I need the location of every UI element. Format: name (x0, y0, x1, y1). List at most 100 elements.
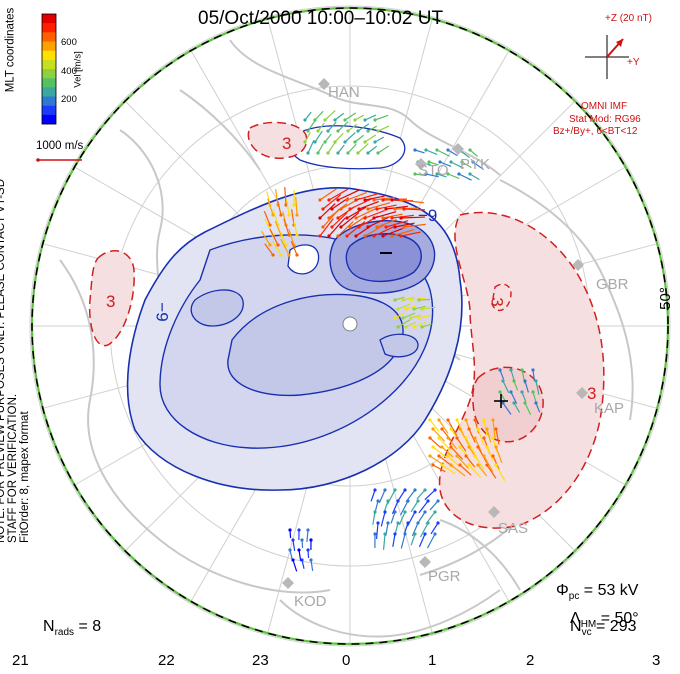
vector-origin (309, 538, 312, 541)
vector-origin (423, 488, 426, 491)
vector-origin (436, 521, 439, 524)
vector-origin (491, 454, 494, 457)
nrads-value: 8 (92, 618, 101, 635)
vector-origin (295, 213, 298, 216)
vector-origin (467, 445, 470, 448)
contour-value-label: −9 (152, 302, 172, 321)
model-condition: Bz+/By+, 6<BT<12 (553, 126, 638, 137)
vector-origin (464, 454, 467, 457)
vector-origin (383, 510, 386, 513)
imf-clock (585, 35, 629, 79)
vector-origin (468, 148, 471, 151)
vector-origin (348, 207, 351, 210)
vector-origin (449, 160, 452, 163)
vector-origin (333, 140, 336, 143)
vector-origin (345, 198, 348, 201)
velocity-vector (377, 523, 378, 539)
vector-origin (376, 129, 379, 132)
vector-origin (446, 436, 449, 439)
vector-origin (446, 454, 449, 457)
vector-origin (327, 216, 330, 219)
colorbar-segment (42, 106, 56, 115)
polar-plot (0, 0, 680, 674)
vector-origin (268, 243, 271, 246)
vector-origin (501, 401, 504, 404)
radar-station-marker (282, 577, 294, 589)
vector-origin (390, 198, 393, 201)
colorbar-tick-600: 600 (61, 37, 77, 48)
convection-map-figure: 05/Oct/2000 10:00–10:02 UT NOTE: FOR PRE… (0, 0, 680, 674)
vector-origin (512, 401, 515, 404)
vector-origin (420, 325, 423, 328)
velocity-vector (448, 174, 459, 178)
vector-origin (428, 454, 431, 457)
vector-origin (323, 140, 326, 143)
vector-origin (366, 225, 369, 228)
vector-origin (372, 234, 375, 237)
vector-origin (404, 325, 407, 328)
map-title: 05/Oct/2000 10:00–10:02 UT (198, 8, 443, 30)
vector-origin (291, 558, 294, 561)
vector-origin (403, 488, 406, 491)
vector-origin (393, 532, 396, 535)
vector-origin (353, 118, 356, 121)
imf-y-label: +Y (627, 57, 640, 68)
vector-origin (428, 436, 431, 439)
vector-origin (366, 151, 369, 154)
vector-origin (416, 499, 419, 502)
vector-origin (403, 510, 406, 513)
vector-origin (297, 528, 300, 531)
vector-origin (383, 488, 386, 491)
vector-origin (381, 198, 384, 201)
vector-origin (343, 118, 346, 121)
contour-value-label: −9 (418, 206, 437, 226)
vector-origin (431, 427, 434, 430)
vector-origin (386, 521, 389, 524)
colorbar-segment (42, 23, 56, 32)
vector-origin (413, 532, 416, 535)
vector-origin (449, 427, 452, 430)
vector-origin (279, 213, 282, 216)
vector-origin (413, 148, 416, 151)
mlt-tick-label: 21 (12, 652, 29, 669)
vector-origin (409, 316, 412, 319)
vector-origin (455, 436, 458, 439)
vector-origin (402, 225, 405, 228)
vector-origin (384, 225, 387, 228)
vector-origin (458, 445, 461, 448)
vector-origin (393, 316, 396, 319)
vector-origin (485, 463, 488, 466)
vector-origin (403, 532, 406, 535)
vector-origin (440, 445, 443, 448)
mlt-tick-label: 2 (526, 652, 534, 669)
vector-origin (417, 316, 420, 319)
vector-origin (446, 418, 449, 421)
velocity-vector (411, 501, 418, 512)
vector-origin (330, 225, 333, 228)
potential-contour-hole (288, 245, 319, 274)
pole-marker (343, 317, 357, 331)
vector-origin (316, 151, 319, 154)
colorbar-segment (42, 78, 56, 87)
vector-origin (464, 418, 467, 421)
vector-origin (357, 225, 360, 228)
vector-origin (316, 129, 319, 132)
velocity-vector (378, 126, 389, 131)
contour-value-label: 3 (106, 292, 115, 312)
vector-origin (373, 510, 376, 513)
vector-origin (384, 207, 387, 210)
negative-cell (128, 126, 462, 490)
vector-origin (376, 151, 379, 154)
vector-origin (473, 436, 476, 439)
velocity-vector (299, 550, 301, 561)
vector-origin (393, 207, 396, 210)
vector-origin (412, 325, 415, 328)
contour-value-label: 3 (487, 297, 507, 306)
vector-origin (482, 436, 485, 439)
vector-origin (534, 379, 537, 382)
vector-origin (356, 129, 359, 132)
vector-origin (372, 198, 375, 201)
vector-origin (345, 216, 348, 219)
vector-origin (288, 528, 291, 531)
positive-contour-inner (473, 367, 543, 441)
